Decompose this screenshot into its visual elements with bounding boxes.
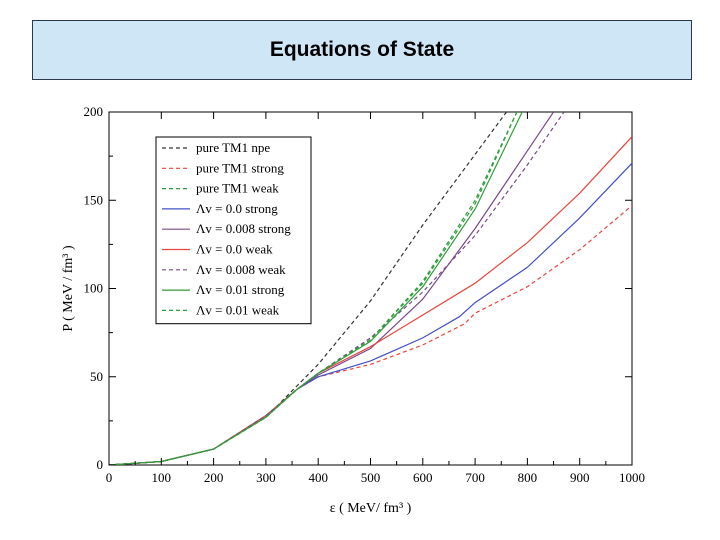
series-layer — [109, 112, 632, 465]
slide-title: Equations of State — [269, 38, 455, 61]
legend: pure TM1 npe pure TM1 strong pure TM1 weak… — [155, 136, 312, 325]
legend-label: Λv = 0.0 weak — [196, 242, 273, 257]
x-tick-label: 300 — [256, 470, 276, 485]
legend-label: pure TM1 weak — [196, 181, 279, 196]
x-tick-label: 100 — [152, 470, 172, 485]
legend-label: Λv = 0.008 strong — [196, 221, 291, 236]
x-tick-label: 0 — [106, 470, 113, 485]
y-axis-label: P ( MeV / fm³ ) — [61, 245, 76, 332]
x-tick-label: 700 — [465, 470, 485, 485]
x-tick-label: 400 — [308, 470, 328, 485]
series-line-9 — [109, 112, 518, 465]
legend-label: Λv = 0.008 weak — [196, 262, 286, 277]
legend-label: Λv = 0.01 strong — [196, 282, 285, 297]
legend-box — [155, 136, 312, 325]
legend-label: Λv = 0.0 strong — [196, 201, 278, 216]
y-tick-label: 50 — [90, 369, 103, 384]
legend-label: Λv = 0.01 weak — [196, 302, 280, 317]
x-tick-label: 500 — [361, 470, 381, 485]
x-tick-label: 200 — [204, 470, 224, 485]
y-tick-label: 0 — [97, 457, 104, 472]
y-tick-label: 200 — [84, 104, 104, 119]
x-tick-label: 600 — [413, 470, 433, 485]
x-tick-label: 900 — [570, 470, 590, 485]
y-tick-label: 150 — [84, 192, 104, 207]
x-axis-label: ε ( MeV/ fm³ ) — [330, 501, 412, 516]
legend-label: pure TM1 npe — [196, 140, 270, 155]
ticks-layer: 0 100 200 300 400 500 600 700 800 900 1000 0 50 100 15… — [84, 104, 646, 485]
slide-title-box: Equations of State — [32, 20, 692, 80]
legend-label: pure TM1 strong — [196, 160, 284, 175]
x-tick-label: 1000 — [619, 470, 645, 485]
x-tick-label: 800 — [518, 470, 538, 485]
y-tick-label: 100 — [84, 281, 104, 296]
